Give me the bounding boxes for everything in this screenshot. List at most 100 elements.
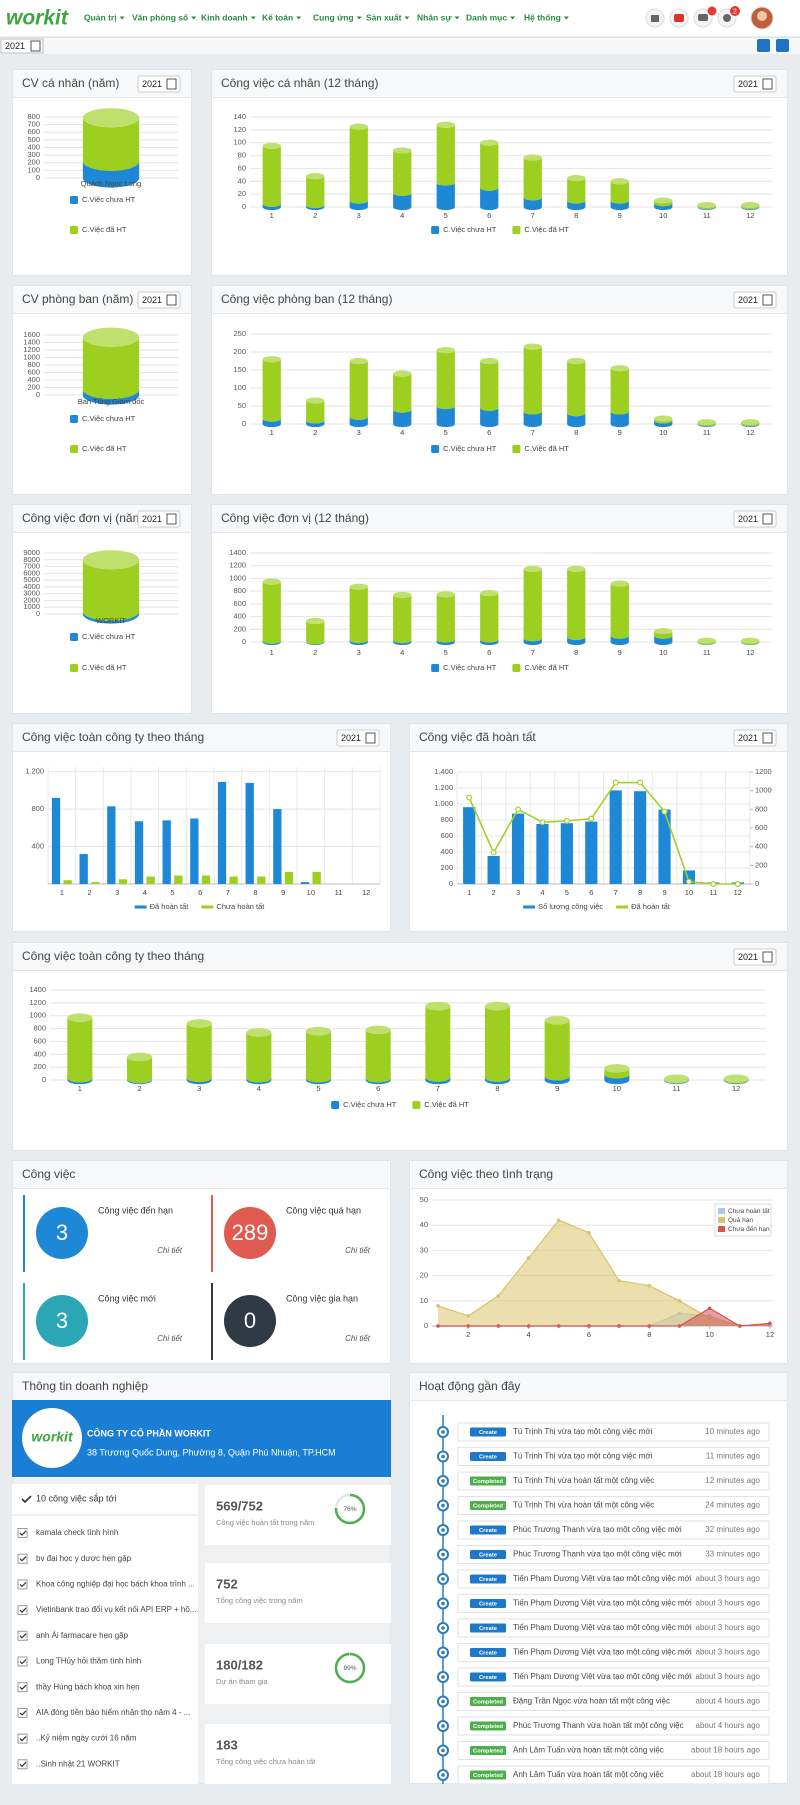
cylinder-segment	[654, 628, 673, 639]
checkbox[interactable]	[17, 1656, 28, 1667]
navbar	[0, 0, 800, 37]
calendar-button[interactable]	[166, 513, 177, 525]
print-button[interactable]	[757, 39, 770, 52]
panel-title: Công việc phòng ban (12 tháng)	[221, 292, 392, 306]
upcoming-item: Vietinbank trao đổi vụ kết nối API ERP +…	[36, 1605, 196, 1614]
legend-swatch	[70, 445, 78, 453]
y-tick-label: 1000	[29, 1011, 46, 1020]
calendar-button[interactable]	[365, 732, 376, 744]
y-tick-label: 100	[233, 383, 246, 392]
cylinder-top	[82, 108, 140, 128]
calendar-icon[interactable]	[30, 40, 41, 52]
menu-item[interactable]: Cung ứng	[313, 12, 354, 22]
activity-time: 24 minutes ago	[705, 1501, 760, 1510]
cylinder-segment	[723, 1074, 749, 1084]
stat-link[interactable]: Chi tiết	[157, 1246, 183, 1255]
calendar-button[interactable]	[762, 732, 773, 744]
upcoming-title: 10 công việc sắp tới	[36, 1493, 116, 1503]
menu-item[interactable]: Nhân sự	[417, 12, 452, 22]
cylinder-top	[723, 1074, 749, 1083]
legend: Số lượng công việc Đã hoàn tất	[523, 902, 671, 911]
calendar-button[interactable]	[166, 294, 177, 306]
cylinder-segment	[480, 357, 499, 411]
y-tick-label: 1000	[229, 573, 246, 582]
cylinder-segment	[246, 1028, 272, 1083]
year-box[interactable]	[336, 729, 380, 747]
y-tick-label: 0	[36, 609, 40, 618]
checkbox[interactable]	[17, 1528, 28, 1538]
check-icon	[21, 1495, 32, 1504]
checkbox[interactable]	[17, 1759, 28, 1770]
bar	[634, 791, 647, 884]
x-tick-label: 11	[703, 648, 711, 657]
upcoming-item: ..Sinh nhật 21 WORKIT	[36, 1759, 120, 1768]
cylinder-body	[349, 126, 368, 204]
checkbox[interactable]	[17, 1682, 28, 1693]
menu-item[interactable]: Danh mục	[466, 12, 507, 22]
point	[617, 1278, 621, 1283]
year-box[interactable]	[733, 510, 777, 528]
calendar-button[interactable]	[166, 78, 177, 90]
cylinder-body	[523, 197, 542, 211]
point	[617, 1324, 621, 1328]
stat-link[interactable]: Chi tiết	[157, 1334, 183, 1343]
panel-header	[13, 1373, 390, 1400]
year-box[interactable]	[733, 729, 777, 747]
year-box[interactable]	[733, 948, 777, 966]
checkbox[interactable]	[17, 1579, 28, 1590]
x-tick-label: 4	[257, 1084, 261, 1093]
activity-text: Tú Trịnh Thị vừa hoàn tất một công việc	[513, 1476, 654, 1485]
point	[466, 1324, 471, 1328]
x-tick-label: 6	[587, 1330, 591, 1339]
settings-button[interactable]	[776, 39, 789, 52]
checkbox[interactable]	[17, 1707, 28, 1718]
menu-item[interactable]: Sản xuất	[366, 12, 402, 22]
checkbox[interactable]	[17, 1553, 28, 1564]
cylinder-body	[484, 1006, 511, 1082]
point	[526, 1324, 531, 1328]
calendar-button[interactable]	[762, 513, 773, 525]
menu-item[interactable]: Kinh doanh	[201, 12, 248, 22]
stat-link[interactable]: Chi tiết	[345, 1334, 371, 1343]
panel-header	[410, 1373, 787, 1400]
cylinder-body	[567, 178, 586, 204]
calendar-button[interactable]	[762, 78, 773, 90]
year-filter-box[interactable]	[0, 38, 44, 54]
menu-item[interactable]: Văn phòng số	[132, 12, 188, 22]
timeline-dot	[441, 1748, 445, 1753]
year-box[interactable]	[137, 291, 181, 309]
year-box[interactable]	[733, 75, 777, 93]
line-marker	[563, 817, 570, 824]
year-box[interactable]	[733, 291, 777, 309]
cylinder-top	[484, 1001, 511, 1011]
year-box[interactable]	[137, 510, 181, 528]
x-tick-label: 11	[703, 428, 711, 437]
checkbox[interactable]	[17, 1605, 28, 1616]
menu-item[interactable]: Quản trị	[84, 12, 117, 22]
cylinder-segment	[604, 1064, 630, 1079]
menu-caret	[510, 16, 516, 20]
cylinder-segment	[262, 578, 281, 644]
stat-link[interactable]: Chi tiết	[345, 1246, 371, 1255]
cylinder-top	[306, 397, 325, 404]
calendar-button[interactable]	[762, 951, 773, 963]
y-tick-label: 400	[27, 142, 40, 151]
x-tick-label: 7	[226, 888, 230, 897]
menu-item[interactable]: Hệ thống	[524, 12, 561, 22]
panel-header	[410, 724, 787, 751]
activity-text: Tú Trịnh Thị vừa hoàn tất một công việc	[513, 1501, 654, 1510]
point	[677, 1324, 682, 1328]
timeline-dot	[441, 1503, 445, 1508]
year-box[interactable]	[137, 75, 181, 93]
point	[496, 1293, 501, 1298]
menu-item[interactable]: Kế toán	[262, 12, 293, 22]
stat-value: 180/182	[216, 1657, 263, 1672]
calendar-button[interactable]	[762, 294, 773, 306]
stat-value: 752	[216, 1576, 238, 1591]
checkbox[interactable]	[17, 1630, 28, 1641]
checkbox[interactable]	[17, 1733, 28, 1744]
message-badge	[707, 6, 717, 16]
y-tick-label: 800	[755, 804, 768, 813]
stat-card-accent	[211, 1195, 213, 1272]
activity-time: about 3 hours ago	[696, 1574, 761, 1583]
